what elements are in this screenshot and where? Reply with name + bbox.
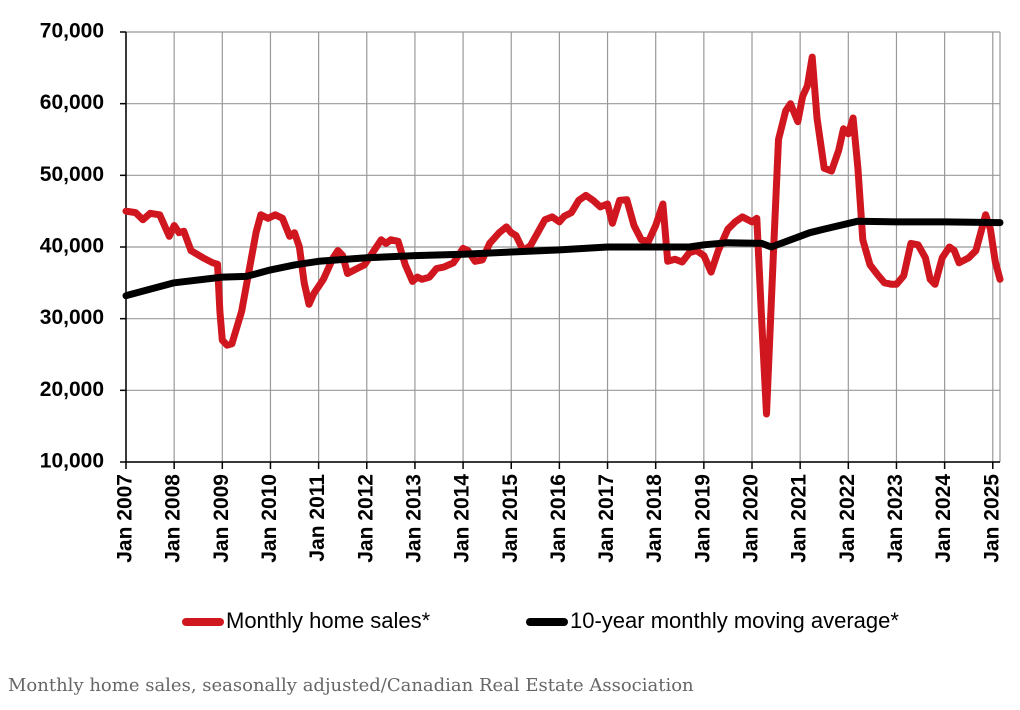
x-tick-label: Jan 2012: [354, 474, 377, 563]
x-tick-label: Jan 2017: [595, 474, 618, 563]
y-tick-label: 60,000: [40, 91, 104, 114]
x-tick-label: Jan 2018: [643, 474, 666, 563]
x-tick-label: Jan 2013: [402, 474, 425, 563]
y-tick-label: 40,000: [40, 235, 104, 258]
x-tick-label: Jan 2010: [258, 474, 281, 563]
x-tick-label: Jan 2008: [162, 474, 185, 563]
y-tick-label: 10,000: [40, 450, 104, 473]
y-tick-label: 70,000: [40, 20, 104, 43]
x-tick-label: Jan 2009: [210, 474, 233, 563]
x-tick-label: Jan 2022: [836, 474, 859, 563]
x-tick-label: Jan 2023: [884, 474, 907, 563]
y-tick-label: 30,000: [40, 306, 104, 329]
x-tick-label: Jan 2021: [788, 474, 811, 563]
x-tick-label: Jan 2015: [499, 474, 522, 563]
legend-label: 10-year monthly moving average*: [570, 608, 899, 633]
x-tick-label: Jan 2016: [547, 474, 570, 563]
y-tick-label: 50,000: [40, 163, 104, 186]
x-tick-label: Jan 2011: [306, 474, 329, 562]
x-tick-label: Jan 2019: [691, 474, 714, 563]
x-tick-label: Jan 2024: [932, 474, 955, 563]
x-tick-label: Jan 2025: [980, 474, 1003, 563]
caption: Monthly home sales, seasonally adjusted/…: [8, 675, 694, 696]
x-tick-label: Jan 2007: [114, 474, 137, 563]
series-line: [122, 53, 1004, 418]
series-line: [122, 217, 1004, 300]
legend-label: Monthly home sales*: [226, 608, 431, 633]
y-tick-label: 20,000: [40, 378, 104, 401]
x-tick-label: Jan 2014: [451, 474, 474, 563]
x-tick-label: Jan 2020: [740, 474, 763, 563]
